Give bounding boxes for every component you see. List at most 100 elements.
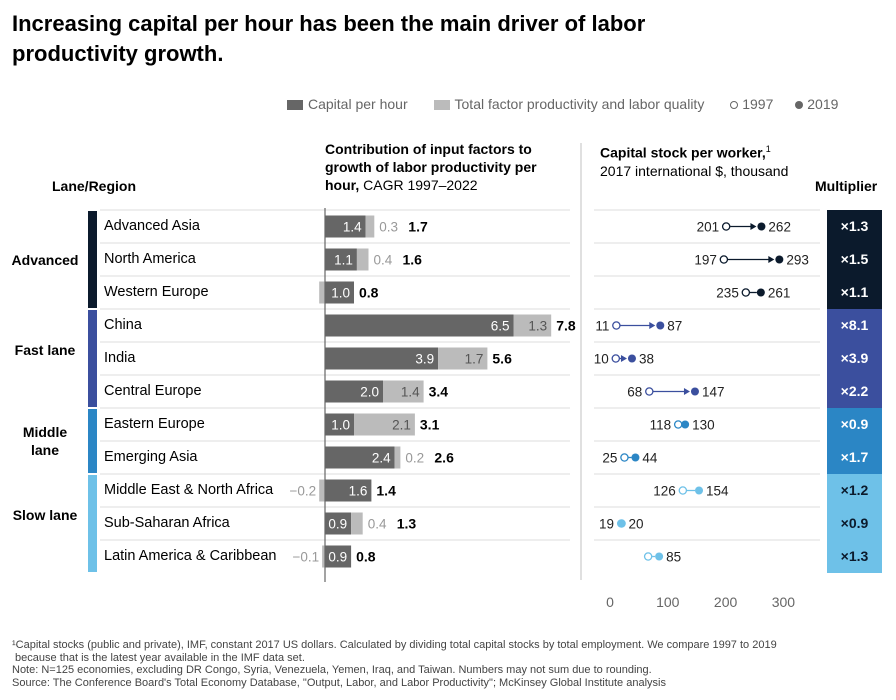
arrowhead-icon — [649, 322, 656, 329]
dot-1997-label: 201 — [697, 220, 720, 235]
legend-capital: Capital per hour — [287, 96, 412, 112]
dot-2019 — [681, 420, 690, 429]
multiplier-cell: ×3.9 — [827, 342, 882, 375]
x-tick-label: 100 — [656, 594, 680, 610]
bar-capital-label: 1.4 — [343, 220, 362, 235]
legend-2019: 2019 — [795, 96, 838, 112]
capital-stock-header-unit: 2017 international $, thousand — [600, 162, 789, 179]
arrowhead-icon — [620, 355, 627, 362]
dot-1997 — [719, 255, 729, 264]
footnote-note: Note: N=125 economies, excluding DR Cong… — [12, 664, 652, 676]
footnotes: ¹Capital stocks (public and private), IM… — [12, 639, 882, 689]
bar-tfp-india — [438, 347, 488, 370]
region-label: Western Europe — [104, 284, 209, 300]
arrowhead-icon — [683, 388, 690, 395]
bar-capital-advanced-asia — [325, 215, 366, 238]
dot-1997 — [721, 222, 731, 231]
dot-2019 — [656, 321, 665, 330]
multiplier-cell: ×1.5 — [827, 243, 882, 276]
dot-2019-label: 261 — [768, 286, 791, 301]
bar-capital-india — [325, 347, 439, 370]
bar-total-label: 3.4 — [429, 384, 449, 400]
dot-2019-label: 44 — [642, 451, 658, 466]
dot-2019 — [775, 255, 784, 264]
dot-1997-label: 10 — [594, 352, 609, 367]
bar-total-label: 0.8 — [356, 549, 376, 565]
dot-2019 — [631, 453, 640, 462]
legend-capital-swatch — [287, 100, 303, 111]
bar-capital-north-america — [325, 248, 357, 271]
dot-1997 — [611, 354, 621, 363]
bar-total-label: 5.6 — [492, 351, 512, 367]
x-tick-label: 300 — [772, 594, 796, 610]
bar-tfp-central-europe — [383, 380, 424, 403]
bar-capital-middle-east-and-north-africa — [325, 479, 372, 502]
dot-1997 — [645, 387, 654, 396]
multiplier-cell: ×1.1 — [827, 276, 882, 309]
legend-tfp-swatch — [433, 100, 450, 111]
capital-stock-header: Capital stock per worker,1 2017 internat… — [600, 140, 800, 180]
bar-tfp-label: 0.4 — [368, 517, 387, 532]
bar-tfp-latin-america-and-caribbean — [322, 545, 325, 568]
lane-label-fast-lane: Fast lane — [14, 341, 76, 358]
capital-stock-footnote-ref: 1 — [765, 144, 771, 154]
region-label: China — [104, 317, 142, 333]
lane-bar-advanced — [88, 211, 97, 308]
chart-area: 1.4 0.3 1.7 1.1 0.4 1.6 1.0 0.8 6.5 1.3 7.8 3.9 1.7 5… — [100, 143, 820, 610]
x-tick-label: 200 — [714, 594, 738, 610]
region-label: Advanced Asia — [104, 218, 200, 234]
dot-2019 — [690, 387, 699, 396]
dot-1997-label: 235 — [716, 286, 739, 301]
multiplier-header: Multiplier — [815, 178, 878, 194]
dot-1997-label: 25 — [602, 451, 617, 466]
legend-capital-label: Capital per hour — [308, 96, 408, 112]
dot-1997-label: 11 — [595, 319, 609, 334]
dot-2019-label: 87 — [667, 319, 682, 334]
legend-1997-label: 1997 — [742, 96, 774, 112]
dot-2019 — [627, 354, 636, 363]
bar-capital-china — [325, 314, 514, 337]
bar-total-label: 7.8 — [556, 318, 576, 334]
dot-1997 — [620, 453, 629, 462]
bar-tfp-sub-saharan-africa — [351, 512, 363, 535]
region-label: Eastern Europe — [104, 416, 205, 432]
lane-bar-middle-lane — [88, 409, 97, 473]
dot-1997 — [643, 552, 653, 561]
dot-1997 — [673, 420, 683, 429]
bar-tfp-label: 0.4 — [374, 253, 393, 268]
dot-1997 — [612, 321, 621, 330]
bar-capital-latin-america-and-caribbean — [325, 545, 352, 568]
bar-capital-sub-saharan-africa — [325, 512, 352, 535]
footnote-1: ¹Capital stocks (public and private), IM… — [12, 639, 777, 651]
bar-total-label: 0.8 — [359, 285, 379, 301]
dot-2019-label: 293 — [786, 253, 809, 268]
multiplier-cell: ×1.2 — [827, 474, 882, 507]
bar-tfp-label: 1.3 — [528, 319, 547, 334]
bar-capital-label: 0.9 — [328, 517, 347, 532]
arrowhead-icon — [750, 223, 757, 230]
bar-total-label: 1.3 — [397, 516, 417, 532]
dot-1997-label: 197 — [694, 253, 717, 268]
bar-tfp-advanced-asia — [365, 215, 375, 238]
bar-tfp-label: 2.1 — [392, 418, 411, 433]
region-label: Middle East & North Africa — [104, 482, 274, 498]
region-label: Latin America & Caribbean — [104, 548, 277, 564]
bar-capital-label: 2.0 — [360, 385, 379, 400]
dot-1997-label: 20 — [629, 517, 644, 532]
bar-tfp-eastern-europe — [354, 413, 415, 436]
lane-bar-slow-lane — [88, 475, 97, 572]
dot-2019-label: 262 — [768, 220, 791, 235]
region-label: Sub-Saharan Africa — [104, 515, 230, 531]
bar-capital-label: 1.0 — [331, 418, 350, 433]
lane-label-middle-lane: Middle lane — [22, 424, 68, 458]
multiplier-cell: ×1.7 — [827, 441, 882, 474]
contribution-header: Contribution of input factors to growth … — [325, 140, 560, 194]
legend-1997: 1997 — [730, 96, 777, 112]
bar-capital-label: 6.5 — [491, 319, 510, 334]
bar-tfp-label: 1.7 — [465, 352, 484, 367]
region-label: North America — [104, 251, 196, 267]
bar-capital-emerging-asia — [325, 446, 395, 469]
dot-2019-label: 154 — [706, 484, 729, 499]
legend-1997-marker — [730, 101, 739, 110]
bar-tfp-emerging-asia — [394, 446, 401, 469]
